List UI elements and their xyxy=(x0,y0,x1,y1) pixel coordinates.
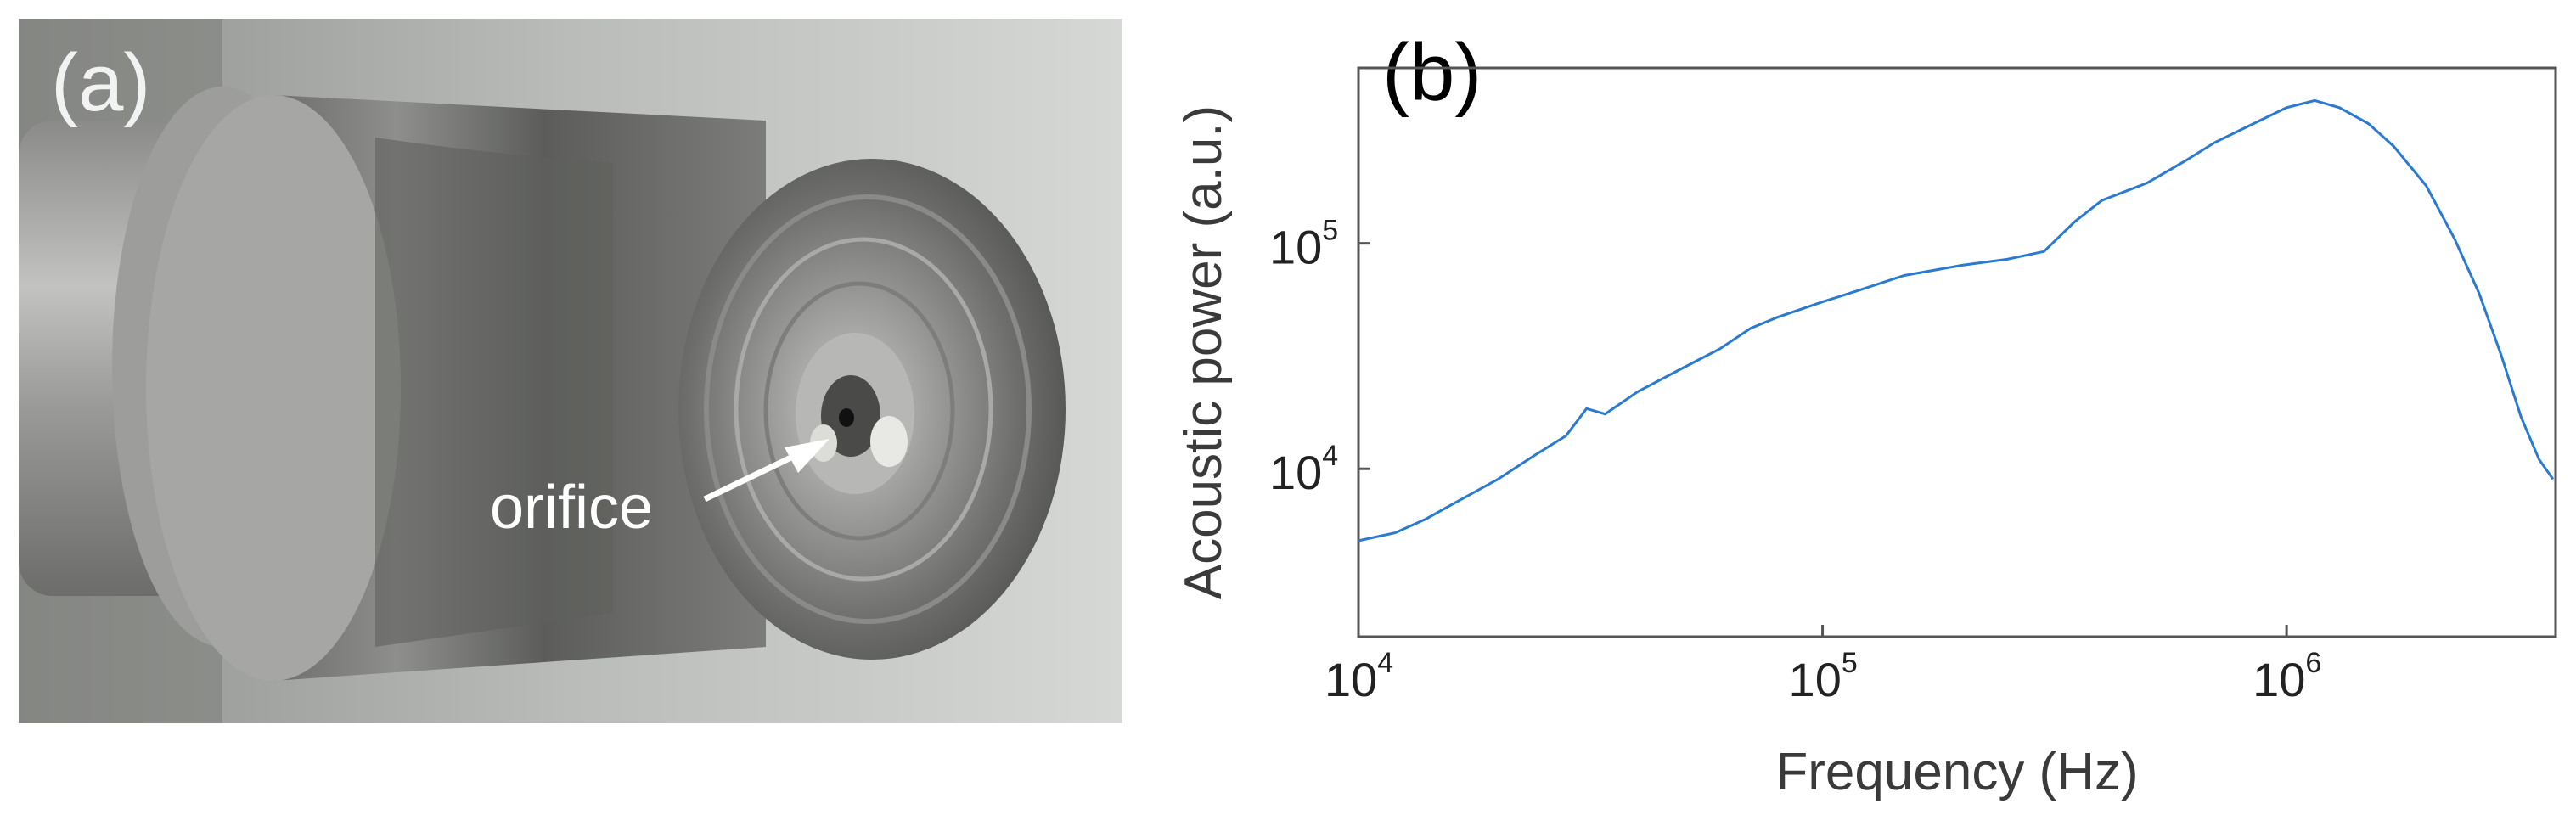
acoustic-spectrum-chart: (b) 104 105 106 104 105 Frequency (Hz) Acou… xyxy=(1174,27,2557,801)
chart-panel-label: (b) xyxy=(1382,27,1482,118)
photo-panel: (a) orifice xyxy=(19,19,1122,723)
x-tick-group: 104 105 106 xyxy=(1325,625,2321,706)
series-line-acoustic-power xyxy=(1358,98,2555,542)
orifice-label: orifice xyxy=(490,474,653,542)
x-tick-label: 104 xyxy=(1325,647,1393,706)
orifice-arrow-shaft xyxy=(703,450,801,503)
y-tick-label: 105 xyxy=(1269,215,1338,274)
y-axis-label: Acoustic power (a.u.) xyxy=(1174,105,1233,599)
orifice-arrowhead xyxy=(785,439,830,473)
y-tick-label: 104 xyxy=(1269,440,1338,499)
x-tick-label: 106 xyxy=(2253,647,2321,706)
x-axis-label: Frequency (Hz) xyxy=(1775,743,2138,801)
x-tick-label: 105 xyxy=(1789,647,1858,706)
nozzle-photo: (a) orifice xyxy=(19,19,1122,723)
chart-panel: (b) 104 105 106 104 105 Frequency (Hz) Acou… xyxy=(1155,0,2576,826)
plot-frame xyxy=(1357,66,2557,638)
photo-panel-label: (a) xyxy=(51,37,150,128)
y-tick-group: 104 105 xyxy=(1269,215,1370,499)
